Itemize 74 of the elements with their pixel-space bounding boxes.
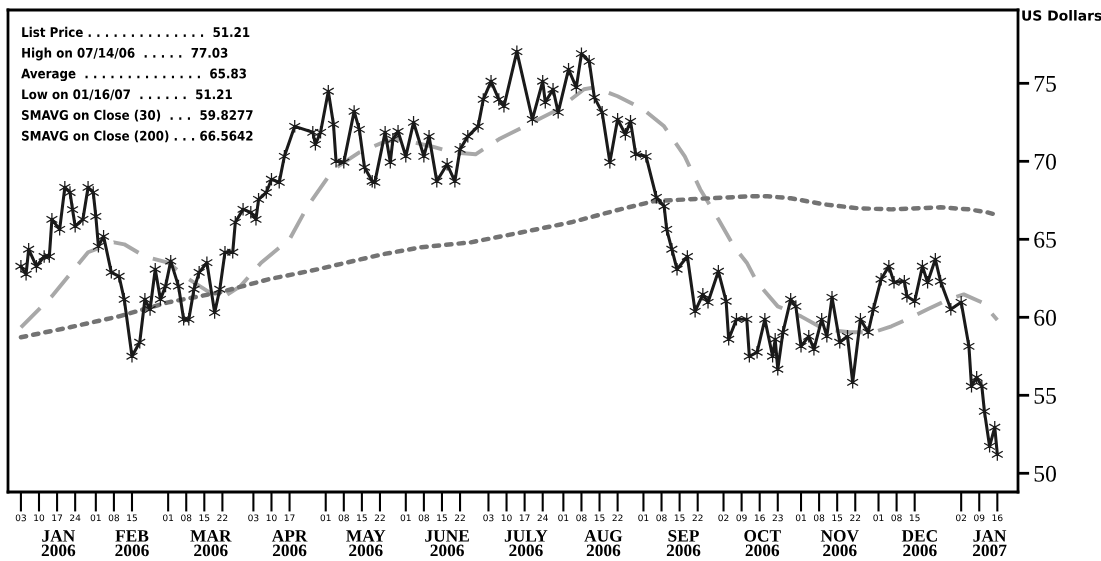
x-tick-label: 17 [519, 514, 530, 522]
x-tick-label: 01 [795, 514, 806, 522]
x-tick-label: 01 [400, 514, 411, 522]
annotation: Average . . . . . . . . . . . . . . 65.83 [21, 68, 246, 82]
x-tick-label: 15 [199, 514, 210, 522]
text: NOV 2006 [820, 530, 859, 557]
x-tick-label: 09 [736, 514, 747, 522]
x-tick-label: 03 [483, 514, 494, 522]
x-tick-label: 22 [374, 514, 385, 522]
text: FEB 2006 [115, 530, 149, 557]
x-tick-label: 10 [501, 514, 512, 522]
x-tick-label: 01 [163, 514, 174, 522]
x-tick-label: 03 [15, 514, 26, 522]
text: JAN 2006 [41, 530, 76, 557]
text: OCT 2006 [744, 530, 781, 557]
y-axis-title: US Dollars [1022, 10, 1101, 21]
annotation: SMAVG on Close (200) . . . 66.5642 [21, 130, 253, 143]
y-tick-label: 75 [1034, 76, 1056, 92]
text: MAY 2006 [346, 530, 386, 557]
x-tick-label: 01 [558, 514, 569, 522]
y-tick-label: 65 [1034, 231, 1056, 248]
text: DEC 2006 [901, 530, 937, 557]
y-tick-label: 55 [1034, 388, 1056, 404]
text: APR 2006 [271, 530, 308, 557]
x-tick-label: 22 [612, 514, 623, 522]
x-tick-label: 22 [217, 514, 228, 522]
x-tick-label: 09 [974, 514, 985, 522]
x-tick-label: 15 [674, 514, 685, 522]
annotation: High on 07/14/06 . . . . . 77.03 [22, 47, 228, 61]
x-tick-label: 02 [956, 514, 967, 522]
x-tick-label: 22 [850, 514, 861, 522]
x-tick-label: 03 [248, 514, 259, 522]
x-tick-label: 08 [418, 514, 430, 522]
x-tick-label: 15 [127, 514, 137, 522]
x-tick-label: 16 [992, 514, 1003, 522]
x-tick-label: 15 [909, 514, 920, 522]
x-tick-label: 22 [692, 514, 703, 522]
annotation: List Price . . . . . . . . . . . . . . 51.21 [22, 26, 250, 38]
text: MAR 2006 [190, 530, 232, 557]
x-tick-label: 10 [266, 514, 277, 522]
annotation: Low on 01/16/07 . . . . . . 51.21 [22, 89, 232, 101]
x-tick-label: 08 [813, 514, 825, 522]
x-tick-label: 17 [284, 514, 295, 522]
y-tick-label: 60 [1034, 309, 1056, 326]
x-tick-label: 10 [34, 514, 45, 522]
x-tick-label: 16 [754, 514, 765, 522]
x-tick-label: 23 [772, 514, 783, 522]
x-tick-label: 17 [52, 514, 63, 522]
x-tick-label: 15 [357, 514, 367, 522]
x-tick-label: 24 [70, 514, 81, 522]
x-tick-label: 15 [832, 514, 843, 522]
y-tick-label: 50 [1034, 465, 1056, 482]
x-tick-label: 22 [454, 514, 465, 522]
x-tick-label: 15 [594, 514, 605, 522]
x-tick-label: 08 [338, 514, 349, 522]
x-tick-label: 24 [537, 514, 548, 522]
text: JUNE 2006 [425, 530, 469, 557]
annotation: SMAVG on Close (30) . . . 59.8277 [21, 109, 253, 122]
text: JULY 2006 [504, 530, 548, 557]
x-tick-label: 08 [108, 514, 120, 522]
y-tick-label: 70 [1034, 153, 1056, 170]
text: AUG 2006 [584, 530, 623, 557]
x-tick-label: 08 [576, 514, 587, 522]
text: SEP 2006 [666, 530, 701, 557]
text: JAN 2007 [972, 530, 1007, 557]
x-tick-label: 15 [437, 514, 447, 522]
x-tick-label: 08 [891, 514, 902, 522]
x-tick-label: 01 [638, 514, 649, 522]
x-tick-label: 01 [320, 514, 331, 522]
x-tick-label: 02 [718, 514, 729, 522]
x-tick-label: 01 [873, 514, 884, 522]
x-tick-label: 08 [656, 514, 667, 522]
x-tick-label: 08 [181, 514, 192, 522]
x-tick-label: 01 [90, 514, 101, 522]
